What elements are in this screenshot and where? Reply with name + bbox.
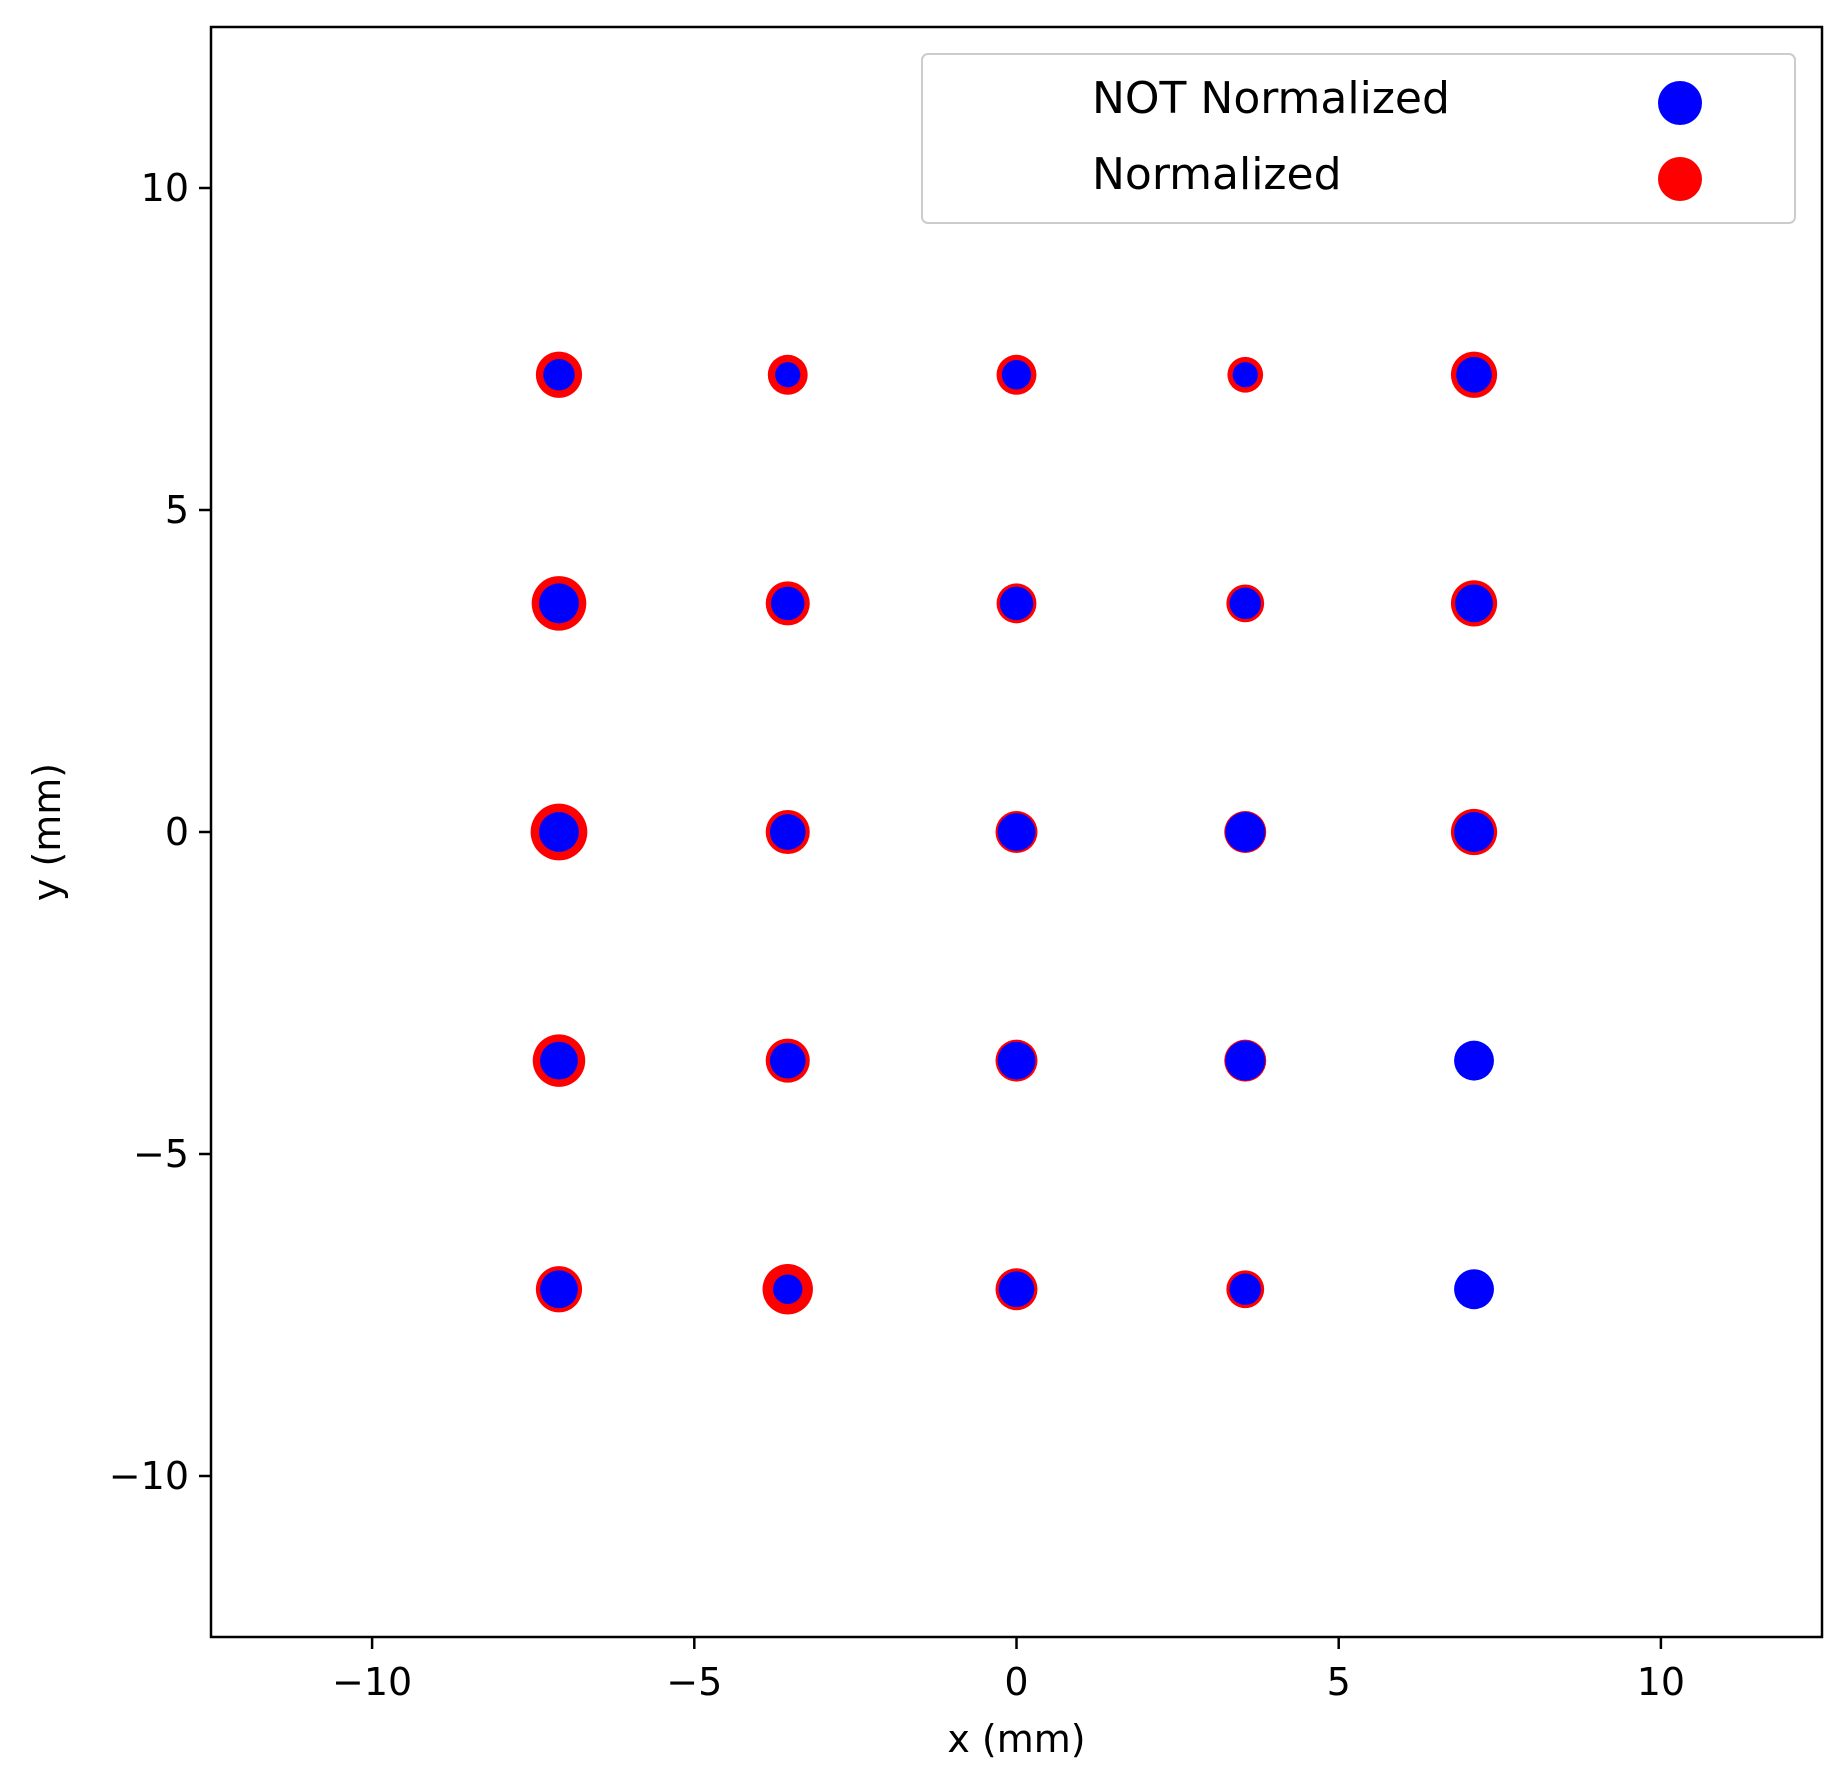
data-point-not-normalized-24 <box>1454 1269 1494 1310</box>
data-point-not-normalized-11 <box>769 814 806 850</box>
y-tick-label: −5 <box>133 1132 189 1176</box>
legend-label: Normalized <box>1092 149 1342 200</box>
y-tick-label: 10 <box>141 166 189 210</box>
y-axis-label: y (mm) <box>25 763 69 901</box>
markers-layer <box>530 351 1498 1315</box>
data-point-not-normalized-17 <box>997 1041 1036 1080</box>
data-point-not-normalized-10 <box>539 812 579 852</box>
x-axis: −10 −5 0 5 10 <box>332 1637 1685 1704</box>
data-point-not-normalized-21 <box>773 1274 803 1304</box>
data-point-not-normalized-12 <box>997 813 1036 851</box>
y-tick-label: 5 <box>165 488 189 532</box>
data-point-not-normalized-7 <box>999 586 1034 621</box>
y-axis: −10 −5 0 5 10 <box>109 166 211 1498</box>
data-point-not-normalized-1 <box>775 362 801 388</box>
data-point-not-normalized-23 <box>1229 1273 1262 1305</box>
data-point-not-normalized-18 <box>1225 1040 1266 1081</box>
x-tick-label: 5 <box>1327 1660 1351 1704</box>
data-point-not-normalized-16 <box>769 1042 806 1079</box>
y-tick-label: −10 <box>109 1454 189 1498</box>
y-tick-label: 0 <box>165 810 189 854</box>
x-axis-label: x (mm) <box>947 1717 1085 1761</box>
data-point-not-normalized-9 <box>1455 584 1493 623</box>
data-point-not-normalized-15 <box>540 1041 578 1080</box>
data-point-not-normalized-13 <box>1225 812 1266 852</box>
x-tick-label: −5 <box>666 1660 722 1704</box>
data-point-not-normalized-19 <box>1454 1040 1494 1081</box>
legend-label: NOT Normalized <box>1092 73 1450 124</box>
legend: NOT Normalized Normalized <box>921 53 1796 224</box>
legend-marker <box>1658 157 1702 201</box>
data-point-not-normalized-5 <box>539 583 579 624</box>
data-point-not-normalized-2 <box>1001 360 1032 390</box>
data-point-not-normalized-20 <box>540 1270 578 1309</box>
legend-marker <box>1658 81 1702 125</box>
x-tick-label: 0 <box>1004 1660 1028 1704</box>
legend-box <box>921 53 1796 224</box>
data-point-not-normalized-4 <box>1456 356 1492 393</box>
data-point-not-normalized-3 <box>1232 362 1258 388</box>
data-point-not-normalized-22 <box>998 1271 1035 1308</box>
data-point-not-normalized-0 <box>543 359 575 391</box>
data-point-not-normalized-6 <box>770 586 805 621</box>
x-tick-label: 10 <box>1637 1660 1685 1704</box>
data-point-not-normalized-14 <box>1454 812 1494 852</box>
x-tick-label: −10 <box>332 1660 412 1704</box>
data-point-not-normalized-8 <box>1229 587 1262 620</box>
